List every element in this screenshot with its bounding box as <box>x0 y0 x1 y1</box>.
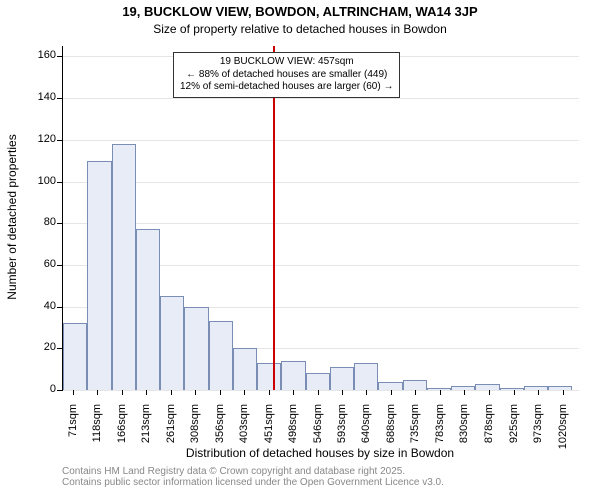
histogram-bar <box>378 382 402 390</box>
y-tick-label: 100 <box>26 175 56 187</box>
y-tick-label: 160 <box>26 49 56 61</box>
x-tick <box>489 390 490 395</box>
y-tick <box>57 307 62 308</box>
callout-box: 19 BUCKLOW VIEW: 457sqm ← 88% of detache… <box>173 52 400 98</box>
footer-line-1: Contains HM Land Registry data © Crown c… <box>62 466 444 477</box>
x-tick <box>563 390 564 395</box>
callout-text-3: 12% of semi-detached houses are larger (… <box>180 81 393 94</box>
histogram-bar <box>63 323 87 390</box>
x-tick <box>171 390 172 395</box>
x-tick <box>366 390 367 395</box>
x-tick-label: 498sqm <box>287 404 299 454</box>
y-tick <box>57 348 62 349</box>
x-tick-label: 783sqm <box>434 404 446 454</box>
x-tick-label: 403sqm <box>238 404 250 454</box>
gridline <box>63 98 579 99</box>
histogram-bar <box>306 373 330 390</box>
x-tick-label: 356sqm <box>214 404 226 454</box>
y-tick-label: 120 <box>26 133 56 145</box>
x-tick <box>415 390 416 395</box>
gridline <box>63 223 579 224</box>
y-tick-label: 60 <box>26 258 56 270</box>
histogram-bar <box>330 367 354 390</box>
histogram-bar <box>136 229 160 390</box>
y-tick-label: 0 <box>26 383 56 395</box>
histogram-bar <box>354 363 378 390</box>
histogram-bar <box>233 348 257 390</box>
gridline <box>63 182 579 183</box>
y-axis-label: Number of detached properties <box>5 45 19 389</box>
y-tick-label: 80 <box>26 216 56 228</box>
histogram-bar <box>451 386 475 390</box>
x-tick <box>220 390 221 395</box>
y-tick <box>57 390 62 391</box>
x-tick-label: 878sqm <box>483 404 495 454</box>
x-tick-label: 925sqm <box>508 404 520 454</box>
callout-text-1: 19 BUCKLOW VIEW: 457sqm <box>180 56 393 69</box>
callout-text-2: ← 88% of detached houses are smaller (44… <box>180 69 393 82</box>
x-tick-label: 830sqm <box>458 404 470 454</box>
plot-area: 19 BUCKLOW VIEW: 457sqm ← 88% of detache… <box>62 46 579 391</box>
y-tick <box>57 223 62 224</box>
y-tick <box>57 265 62 266</box>
x-tick <box>514 390 515 395</box>
x-tick-label: 451sqm <box>263 404 275 454</box>
x-tick <box>342 390 343 395</box>
histogram-bar <box>403 380 427 390</box>
y-tick-label: 20 <box>26 341 56 353</box>
x-tick-label: 640sqm <box>360 404 372 454</box>
y-tick <box>57 140 62 141</box>
y-tick <box>57 56 62 57</box>
histogram-bar <box>160 296 184 390</box>
y-tick <box>57 98 62 99</box>
footer-line-2: Contains public sector information licen… <box>62 477 444 488</box>
x-tick <box>440 390 441 395</box>
histogram-bar <box>475 384 499 390</box>
histogram-bar <box>184 307 208 390</box>
y-tick-label: 40 <box>26 300 56 312</box>
x-tick <box>538 390 539 395</box>
chart-container: { "title_line1": "19, BUCKLOW VIEW, BOWD… <box>0 0 600 500</box>
x-tick-label: 166sqm <box>116 404 128 454</box>
reference-line <box>273 46 275 390</box>
x-tick <box>269 390 270 395</box>
x-tick <box>122 390 123 395</box>
x-tick-label: 261sqm <box>165 404 177 454</box>
gridline <box>63 390 579 391</box>
x-tick <box>391 390 392 395</box>
y-tick-label: 140 <box>26 91 56 103</box>
chart-subtitle: Size of property relative to detached ho… <box>0 22 600 36</box>
x-tick-label: 735sqm <box>409 404 421 454</box>
x-tick <box>146 390 147 395</box>
x-tick-label: 973sqm <box>532 404 544 454</box>
x-tick-label: 118sqm <box>91 404 103 454</box>
x-tick-label: 308sqm <box>189 404 201 454</box>
x-tick <box>73 390 74 395</box>
footer-attribution: Contains HM Land Registry data © Crown c… <box>62 466 444 488</box>
x-tick-label: 71sqm <box>67 404 79 454</box>
x-tick-label: 546sqm <box>312 404 324 454</box>
y-tick <box>57 182 62 183</box>
x-tick <box>464 390 465 395</box>
x-tick <box>318 390 319 395</box>
x-tick <box>195 390 196 395</box>
x-tick-label: 213sqm <box>140 404 152 454</box>
histogram-bar <box>209 321 233 390</box>
x-tick-label: 688sqm <box>385 404 397 454</box>
histogram-bar <box>87 161 111 390</box>
histogram-bar <box>257 363 281 390</box>
gridline <box>63 140 579 141</box>
x-tick-label: 1020sqm <box>557 404 569 454</box>
histogram-bar <box>112 144 136 390</box>
histogram-bar <box>524 386 548 390</box>
histogram-bar <box>548 386 572 390</box>
chart-title: 19, BUCKLOW VIEW, BOWDON, ALTRINCHAM, WA… <box>0 4 600 19</box>
x-tick <box>97 390 98 395</box>
histogram-bar <box>281 361 305 390</box>
histogram-bar <box>427 388 451 390</box>
x-tick-label: 593sqm <box>336 404 348 454</box>
x-tick <box>293 390 294 395</box>
x-tick <box>244 390 245 395</box>
histogram-bar <box>500 388 524 390</box>
